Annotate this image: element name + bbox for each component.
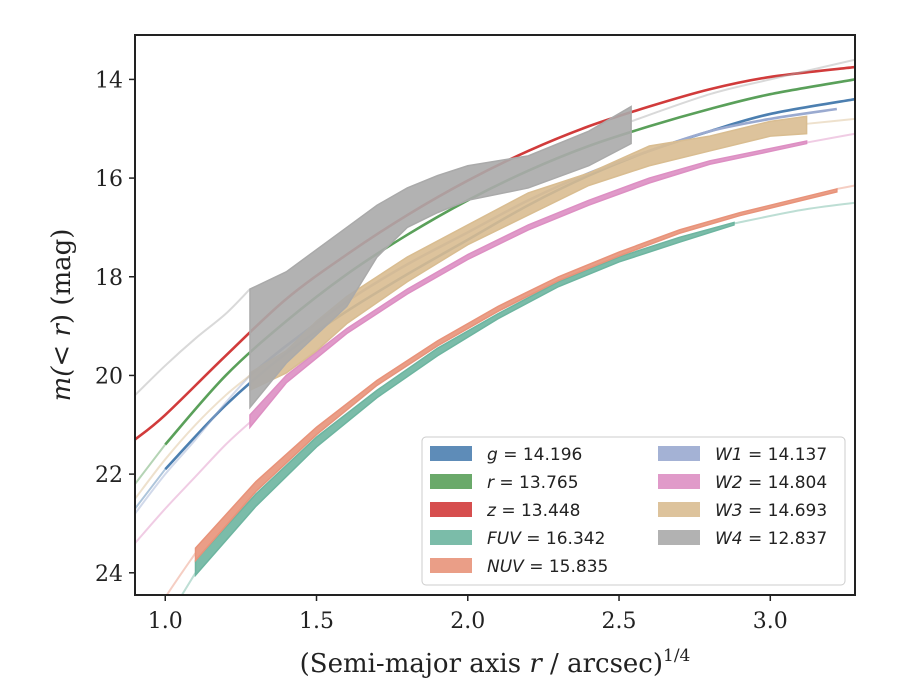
x-axis-label-var: r (529, 649, 543, 679)
y-tick-label-5: 24 (95, 562, 123, 587)
legend-label-w2: W2 = 14.804 (715, 473, 827, 493)
legend-item-r: r = 13.765 (430, 473, 579, 493)
plot-frame (134, 34, 856, 596)
series-w4-extrapolation-1 (630, 58, 855, 123)
series-fuv-extrapolation-1 (733, 201, 855, 225)
series-g-extrapolation-0 (135, 468, 167, 510)
legend-label-w3: W3 = 14.693 (715, 501, 827, 521)
legend-label-fuv: FUV = 16.342 (487, 529, 605, 549)
x-tick-label-0: 1.0 (148, 609, 183, 634)
series-nuv-band (194, 187, 838, 563)
series-layer (135, 58, 855, 595)
y-tick-label-2: 18 (95, 266, 123, 291)
ticks-layer: 1.0 1.5 2.0 2.5 3.0 14 16 18 20 22 24 (95, 68, 788, 634)
legend-swatch-g (430, 446, 472, 461)
series-nuv-extrapolation-0 (165, 552, 197, 595)
legend-item-w1: W1 = 14.137 (658, 445, 827, 465)
series-w3-extrapolation-1 (806, 117, 855, 125)
x-axis-label-main: (Semi-major axis (300, 649, 530, 679)
series-w2-extrapolation-1 (806, 132, 855, 144)
legend-item-w3: W3 = 14.693 (658, 501, 827, 521)
legend-box (421, 436, 846, 586)
legend-label-nuv: NUV = 15.835 (487, 557, 608, 577)
series-fuv-band (194, 221, 735, 578)
y-tick-label-3: 20 (95, 364, 123, 389)
series-w1-extrapolation-0 (135, 374, 251, 515)
series-w4-extrapolation-0 (135, 288, 251, 396)
legend-swatch-fuv (430, 530, 472, 545)
legend-swatch-w3 (658, 502, 700, 517)
legend-label-z: z = 13.448 (486, 501, 580, 521)
legend-swatch-r (430, 474, 472, 489)
x-tick-label-3: 2.5 (602, 609, 637, 634)
legend-swatch-nuv (430, 558, 472, 573)
legend-label-w4: W4 = 12.837 (715, 529, 827, 549)
y-axis-label: m(< r) (mag) (47, 229, 77, 402)
series-fuv-extrapolation-0 (180, 572, 197, 595)
y-tick-label-4: 22 (95, 463, 123, 488)
legend-item-z: z = 13.448 (430, 501, 580, 521)
series-w4-band (249, 105, 632, 410)
legend-item-g: g = 14.196 (430, 445, 582, 465)
series-w2-extrapolation-0 (135, 421, 251, 544)
x-axis-label-exponent: 1/4 (663, 646, 690, 666)
series-w3 (135, 115, 855, 500)
x-tick-label-4: 3.0 (753, 609, 788, 634)
series-w3-extrapolation-0 (135, 374, 251, 500)
legend-swatch-z (430, 502, 472, 517)
legend-item-fuv: FUV = 16.342 (430, 529, 605, 549)
legend-label-w1: W1 = 14.137 (715, 445, 827, 465)
x-axis-label: (Semi-major axis r / arcsec)1/4 (300, 646, 691, 679)
y-axis-label-var: < r (47, 323, 77, 367)
series-w2-band (249, 140, 808, 430)
series-nuv-extrapolation-1 (836, 184, 855, 190)
legend-item-w4: W4 = 12.837 (658, 529, 827, 549)
series-w2 (135, 132, 855, 544)
legend-item-nuv: NUV = 15.835 (430, 557, 608, 577)
series-r-extrapolation-0 (135, 443, 167, 485)
y-axis-label-m: m( (47, 366, 77, 402)
series-nuv (165, 184, 855, 595)
x-tick-label-2: 2.0 (450, 609, 485, 634)
legend-swatch-w1 (658, 446, 700, 461)
x-axis-label-tail: / arcsec) (542, 649, 663, 679)
y-tick-label-1: 16 (95, 167, 123, 192)
y-tick-label-0: 14 (95, 68, 123, 93)
legend-item-w2: W2 = 14.804 (658, 473, 827, 493)
legend-swatch-w2 (658, 474, 700, 489)
y-axis-label-post: ) (mag) (47, 229, 77, 325)
series-w4 (135, 58, 855, 410)
series-fuv (180, 201, 855, 595)
series-w3-band (249, 115, 808, 392)
legend-swatch-w4 (658, 530, 700, 545)
x-tick-label-1: 1.5 (299, 609, 334, 634)
legend-label-r: r = 13.765 (487, 473, 579, 493)
legend-label-g: g = 14.196 (487, 445, 582, 465)
legend: g = 14.196 r = 13.765 z = 13.448 FUV = 16.3… (421, 436, 846, 586)
